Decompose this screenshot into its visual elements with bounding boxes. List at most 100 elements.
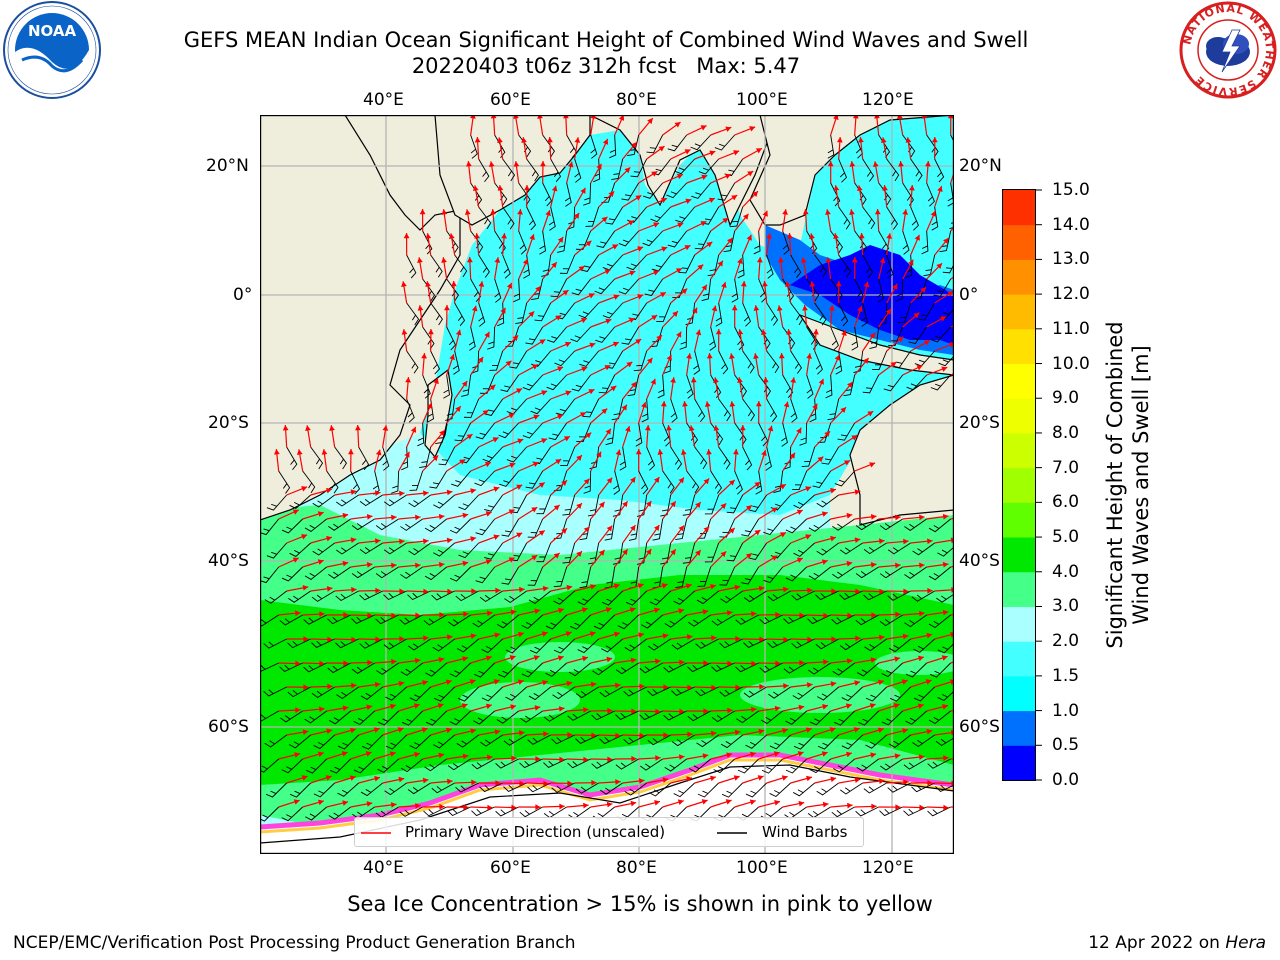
wave-arrow-head [895,514,901,521]
wind-barb [591,710,615,721]
wind-barb [673,782,695,798]
wind-barb [877,278,884,303]
wave-arrow-head [451,281,457,287]
wind-barb [484,494,504,512]
wind-barb [260,518,280,536]
wave-arrow-head [737,377,743,383]
wave-arrow-head [853,727,860,733]
wind-barb [595,326,616,343]
wave-arrow-head [821,511,828,517]
wind-barb [769,782,791,798]
wave-arrow-head [589,631,596,637]
wind-barb [336,494,359,507]
wave-arrow-head [541,438,548,444]
wind-barb [636,494,648,517]
wind-barb [921,230,929,255]
se-asia [749,115,954,226]
wave-arrow-head [902,209,908,215]
colorbar-tick-label: 0.0 [1052,770,1080,790]
wave-arrow-head [601,216,608,223]
wind-barb [639,662,663,674]
wave-arrow-head [342,560,349,567]
wind-barb [495,758,519,769]
wave-arrow-head [733,150,740,156]
wave-arrow-head [447,588,453,595]
wind-barb [553,590,575,605]
wave-arrow-head [583,478,590,485]
wind-barb [528,590,551,604]
colorbar-tick-label: 3.0 [1052,596,1080,617]
wave-arrow-head [851,257,858,263]
wind-barb [801,446,816,468]
wave-arrow-head [547,137,553,143]
wind-barb [913,686,935,702]
wave-arrow-head [567,780,573,787]
wave-arrow-head [762,281,768,287]
wave-arrow-head [413,703,420,709]
wave-arrow-head [391,514,397,521]
wave-arrow-head [495,780,501,786]
wave-arrow-head [542,679,548,686]
wind-barb [748,542,768,561]
wave-arrow-head [936,263,943,270]
wave-arrow-head [509,462,516,468]
wind-barb [935,784,954,792]
wind-barb [863,542,887,555]
wave-arrow-head [751,611,757,617]
wave-arrow-head [535,756,541,762]
wind-barb [473,710,495,725]
wind-barb [281,758,303,774]
wave-arrow-head [482,410,489,416]
wave-arrow-head [858,233,865,239]
wind-barb [721,782,743,798]
wind-barb [736,710,759,724]
wave-arrow-head [461,703,468,709]
wave-arrow-head [771,555,778,561]
wave-arrow-head [605,607,612,613]
wind-barb [910,158,923,182]
wave-arrow-head [505,360,512,367]
wave-arrow-head [735,635,741,642]
wave-arrow-head [727,660,733,667]
wind-barb [546,374,567,391]
indonesia [798,313,954,376]
wind-barb [839,590,863,601]
wave-arrow-head [942,561,949,568]
wind-barb [696,734,719,748]
wave-arrow-head [555,459,562,465]
wind-barb [737,254,745,279]
colorbar-segment [1003,675,1035,712]
wind-barb [835,350,843,375]
colorbar-segment [1003,432,1035,469]
wave-arrow-head [293,799,300,805]
wave-arrow-head [851,435,858,441]
wave-arrow-head [914,234,920,241]
wind-barb [930,374,952,391]
wind-barb [887,590,911,601]
wind-barb [902,230,910,255]
wind-barb [742,350,755,374]
wind-barbs [260,134,954,822]
wave-arrow-head [653,525,660,531]
wave-arrow-head [296,449,303,456]
wave-arrow-head [301,534,308,540]
colorbar-label-line1: Significant Height of Combined [1103,321,1127,649]
wind-barbs-legend-label: Wind Barbs [762,823,848,841]
wave-arrow-head [806,353,812,359]
wind-barb [478,302,486,327]
right-tick: 0° [959,285,979,305]
wind-barb [327,614,351,625]
wind-barb [763,566,784,584]
wave-arrow-head [622,549,628,556]
wind-barb [474,470,495,487]
wind-barb [423,806,447,817]
wave-arrow-head [704,401,711,408]
wave-arrow-head [836,137,843,143]
colorbar-tick-label: 1.0 [1052,700,1080,721]
wind-barb [481,686,503,702]
wind-barb [313,734,335,750]
wind-barb [513,278,521,303]
wind-barb [785,710,807,725]
wave-arrow-head [415,803,421,809]
wave-arrow-head [926,632,933,639]
